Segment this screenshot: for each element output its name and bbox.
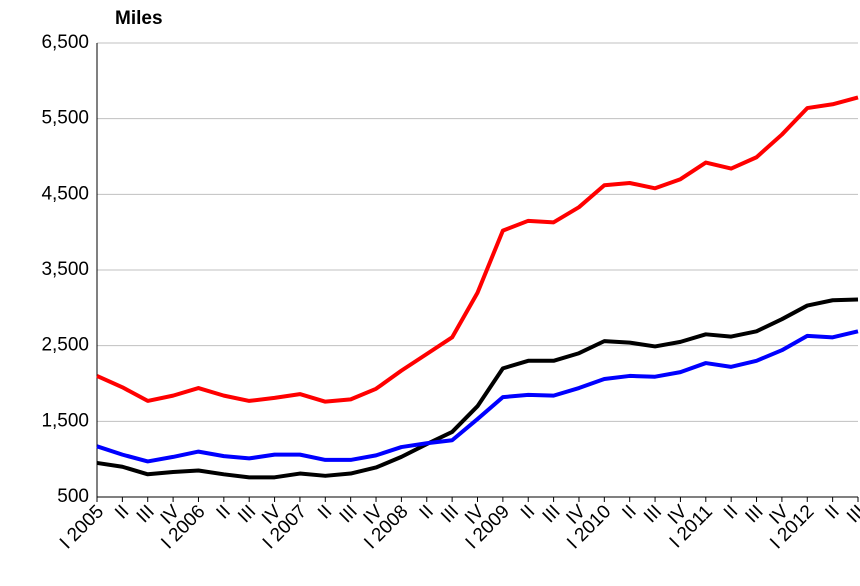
x-tick-label: II: [416, 501, 438, 523]
y-tick-label: 5,500: [41, 108, 89, 129]
x-tick-label: III: [742, 501, 768, 527]
x-tick-label: III: [133, 501, 159, 527]
line-series: [96, 297, 859, 480]
x-tick-label: II: [517, 501, 539, 523]
line-series: [96, 329, 859, 464]
x-tick-label: III: [843, 501, 860, 527]
y-tick-label: 1,500: [41, 410, 89, 431]
y-tick-label: 2,500: [41, 335, 89, 356]
y-tick-label: 6,500: [41, 32, 89, 53]
y-tick-label: 500: [57, 486, 89, 507]
x-tick-label: II: [618, 501, 640, 523]
y-tick-label: 3,500: [41, 259, 89, 280]
y-tick-label: 4,500: [41, 183, 89, 204]
x-tick-label: II: [821, 501, 843, 523]
x-tick-label: II: [213, 501, 235, 523]
x-tick-label: III: [539, 501, 565, 527]
x-tick-label: II: [111, 501, 133, 523]
x-tick-label: III: [336, 501, 362, 527]
x-tick-label: II: [720, 501, 742, 523]
x-tick-label: II: [314, 501, 336, 523]
x-tick-label: I 2005: [56, 501, 108, 553]
x-tick-label: III: [640, 501, 666, 527]
x-tick-label: III: [234, 501, 260, 527]
line-series: [96, 95, 859, 404]
chart-title: Miles: [115, 8, 163, 29]
x-tick-label: III: [437, 501, 463, 527]
